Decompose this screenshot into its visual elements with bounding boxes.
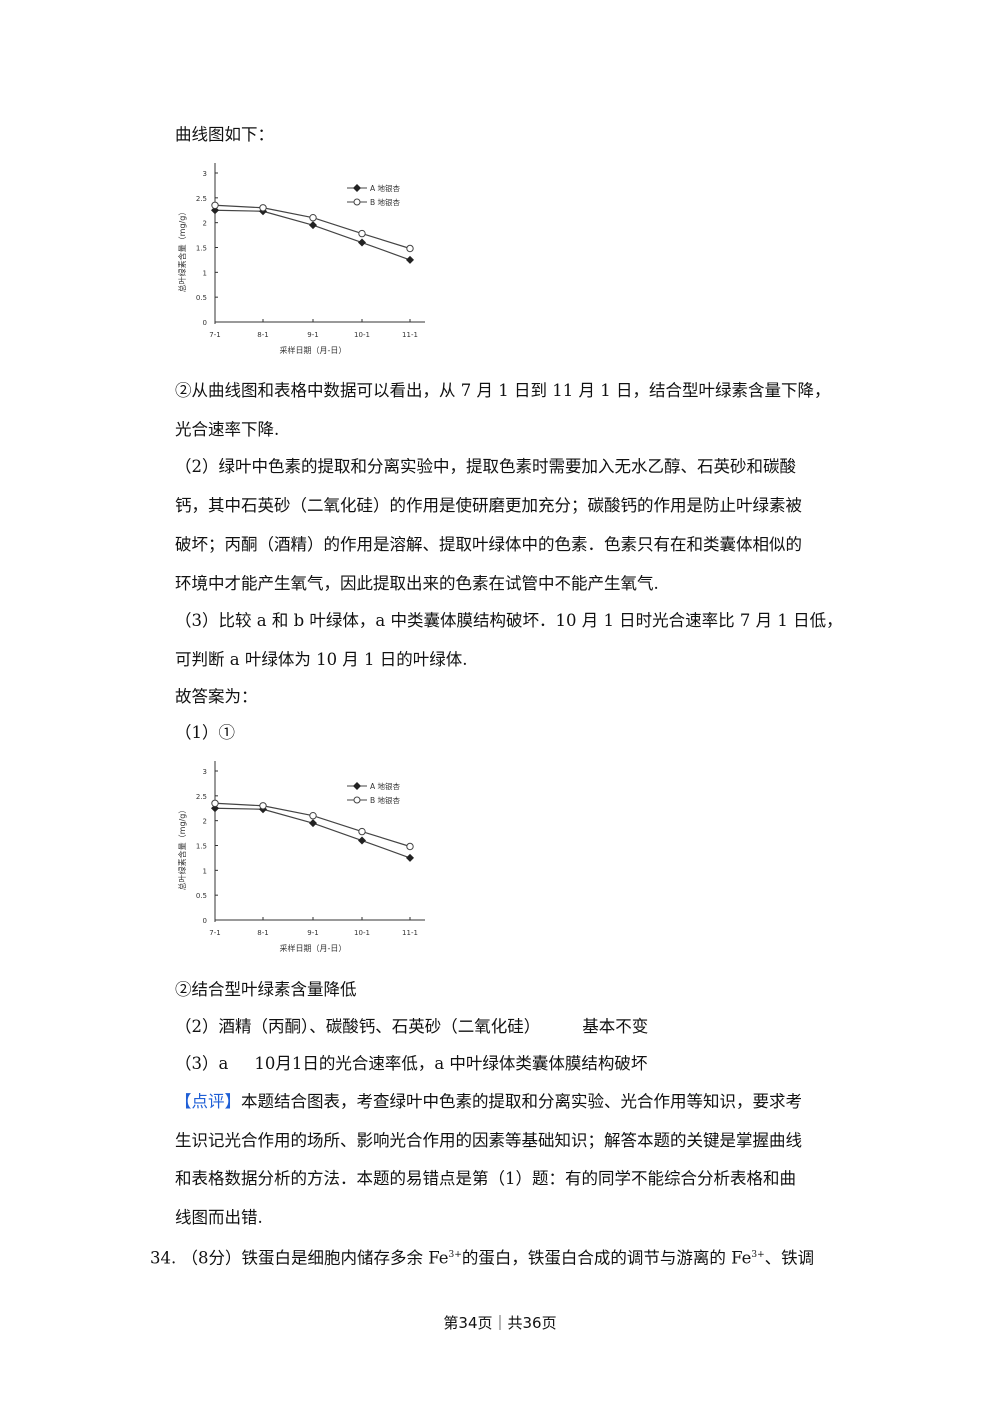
y-tick-label: 1 bbox=[203, 867, 207, 875]
y-tick-label: 2.5 bbox=[196, 793, 207, 801]
text-line: 和表格数据分析的方法．本题的易错点是第（1）题：有的同学不能综合分析表格和曲 bbox=[175, 1169, 796, 1188]
text-line: （3）a 10月1日的光合速率低，a 中叶绿体类囊体膜结构破坏 bbox=[175, 1053, 647, 1075]
data-point-a bbox=[309, 819, 317, 828]
q34-part: 、铁调 bbox=[764, 1248, 815, 1268]
legend-marker bbox=[353, 198, 361, 206]
answer-2: （2）酒精（丙酮）、碳酸钙、石英砂（二氧化硅） bbox=[175, 1017, 541, 1036]
x-tick-label: 10-1 bbox=[354, 331, 370, 339]
data-point-a bbox=[406, 853, 414, 862]
y-tick-label: 2 bbox=[203, 220, 207, 228]
x-axis-label: 采样日期（月-日） bbox=[280, 345, 347, 355]
text-line: 破坏；丙酮（酒精）的作用是溶解、提取叶绿体中的色素．色素只有在和类囊体相似的 bbox=[175, 535, 802, 554]
legend-label: A 地银杏 bbox=[370, 183, 401, 193]
y-tick-label: 1.5 bbox=[196, 245, 207, 253]
x-tick-label: 9-1 bbox=[307, 929, 318, 937]
data-point-b bbox=[259, 802, 267, 810]
data-point-a bbox=[358, 836, 366, 845]
text-line: 钙，其中石英砂（二氧化硅）的作用是使研磨更加充分；碳酸钙的作用是防止叶绿素被 bbox=[175, 496, 802, 515]
chart-chlorophyll-2: 0 0.5 1 1.5 2 2.5 3 7-1 8-1 9-1 10-1 11-1 采样日期（月-日） 总… bbox=[177, 761, 425, 953]
data-point-b bbox=[309, 214, 317, 222]
data-point-b bbox=[406, 244, 414, 253]
x-tick-label: 8-1 bbox=[257, 331, 268, 339]
x-tick-label: 8-1 bbox=[257, 929, 268, 937]
y-axis-label: 总叶绿素含量（mg/g） bbox=[177, 806, 187, 891]
chart-chlorophyll-1: 0 0.5 1 1.5 2 2.5 3 7-1 8-1 9-1 10-1 11-1 采样日期（月-日） 总… bbox=[177, 163, 425, 355]
data-point-b bbox=[358, 827, 366, 836]
superscript: 3+ bbox=[448, 1250, 462, 1260]
legend-marker bbox=[353, 796, 361, 804]
text-line: （1）① bbox=[175, 723, 235, 742]
y-tick-label: 0 bbox=[203, 917, 207, 925]
text-line: 生识记光合作用的场所、影响光合作用的因素等基础知识；解答本题的关键是掌握曲线 bbox=[175, 1131, 802, 1150]
x-axis-label: 采样日期（月-日） bbox=[280, 943, 347, 953]
question-34: 34. （8分）铁蛋白是细胞内储存多余 Fe3+的蛋白，铁蛋白合成的调节与游离的… bbox=[150, 1244, 814, 1270]
data-point-b bbox=[259, 204, 267, 212]
superscript: 3+ bbox=[751, 1250, 765, 1260]
data-point-a bbox=[406, 255, 414, 264]
text-line: 光合速率下降. bbox=[175, 420, 280, 439]
legend-label: A 地银杏 bbox=[370, 781, 401, 791]
q34-part: 34. （8分）铁蛋白是细胞内储存多余 Fe bbox=[150, 1248, 449, 1268]
text-line: ②从曲线图和表格中数据可以看出，从 7 月 1 日到 11 月 1 日，结合型叶… bbox=[175, 381, 831, 400]
legend-marker bbox=[353, 184, 361, 192]
data-point-b bbox=[406, 842, 414, 851]
data-point-b bbox=[309, 812, 317, 820]
text-line: 【点评】本题结合图表，考查绿叶中色素的提取和分离实验、光合作用等知识，要求考 bbox=[175, 1091, 802, 1113]
x-tick-label: 7-1 bbox=[209, 929, 220, 937]
answer-2b: 基本不变 bbox=[582, 1017, 649, 1036]
data-point-b bbox=[211, 201, 219, 209]
text-line: （2）酒精（丙酮）、碳酸钙、石英砂（二氧化硅） 基本不变 bbox=[175, 1016, 648, 1038]
legend-marker bbox=[353, 782, 361, 790]
y-tick-label: 0 bbox=[203, 319, 207, 327]
answer-3b: 10月1日的光合速率低，a 中叶绿体类囊体膜结构破坏 bbox=[254, 1054, 648, 1073]
text-line: 故答案为： bbox=[175, 687, 258, 706]
text-line: ②结合型叶绿素含量降低 bbox=[175, 980, 357, 999]
y-tick-label: 1.5 bbox=[196, 843, 207, 851]
y-tick-label: 1 bbox=[203, 269, 207, 277]
y-tick-label: 0.5 bbox=[196, 892, 207, 900]
text-line: （3）比较 a 和 b 叶绿体，a 中类囊体膜结构破坏．10 月 1 日时光合速… bbox=[175, 611, 843, 630]
answer-3: （3）a bbox=[175, 1054, 229, 1073]
text-line: 可判断 a 叶绿体为 10 月 1 日的叶绿体. bbox=[175, 650, 468, 669]
data-point-b bbox=[211, 799, 219, 807]
q34-part: 的蛋白，铁蛋白合成的调节与游离的 Fe bbox=[461, 1248, 752, 1268]
y-axis-label: 总叶绿素含量（mg/g） bbox=[177, 208, 187, 293]
comment-tag: 【点评】 bbox=[175, 1092, 241, 1111]
legend-label: B 地银杏 bbox=[370, 795, 401, 805]
text-line: 曲线图如下： bbox=[175, 125, 274, 144]
x-tick-label: 11-1 bbox=[402, 331, 418, 339]
y-tick-label: 0.5 bbox=[196, 294, 207, 302]
x-tick-label: 9-1 bbox=[307, 331, 318, 339]
comment-text: 本题结合图表，考查绿叶中色素的提取和分离实验、光合作用等知识，要求考 bbox=[241, 1092, 802, 1111]
legend-label: B 地银杏 bbox=[370, 197, 401, 207]
data-point-a bbox=[358, 238, 366, 247]
page-footer: 第34页｜共36页 bbox=[443, 1314, 557, 1332]
text-line: 线图而出错. bbox=[175, 1208, 263, 1227]
y-tick-label: 2 bbox=[203, 818, 207, 826]
y-tick-label: 3 bbox=[203, 768, 207, 776]
text-line: （2）绿叶中色素的提取和分离实验中，提取色素时需要加入无水乙醇、石英砂和碳酸 bbox=[175, 457, 796, 476]
y-tick-label: 3 bbox=[203, 170, 207, 178]
x-tick-label: 10-1 bbox=[354, 929, 370, 937]
data-point-a bbox=[309, 221, 317, 230]
x-tick-label: 11-1 bbox=[402, 929, 418, 937]
data-point-b bbox=[358, 229, 366, 238]
x-tick-label: 7-1 bbox=[209, 331, 220, 339]
text-line: 环境中才能产生氧气，因此提取出来的色素在试管中不能产生氧气. bbox=[175, 574, 659, 593]
y-tick-label: 2.5 bbox=[196, 195, 207, 203]
